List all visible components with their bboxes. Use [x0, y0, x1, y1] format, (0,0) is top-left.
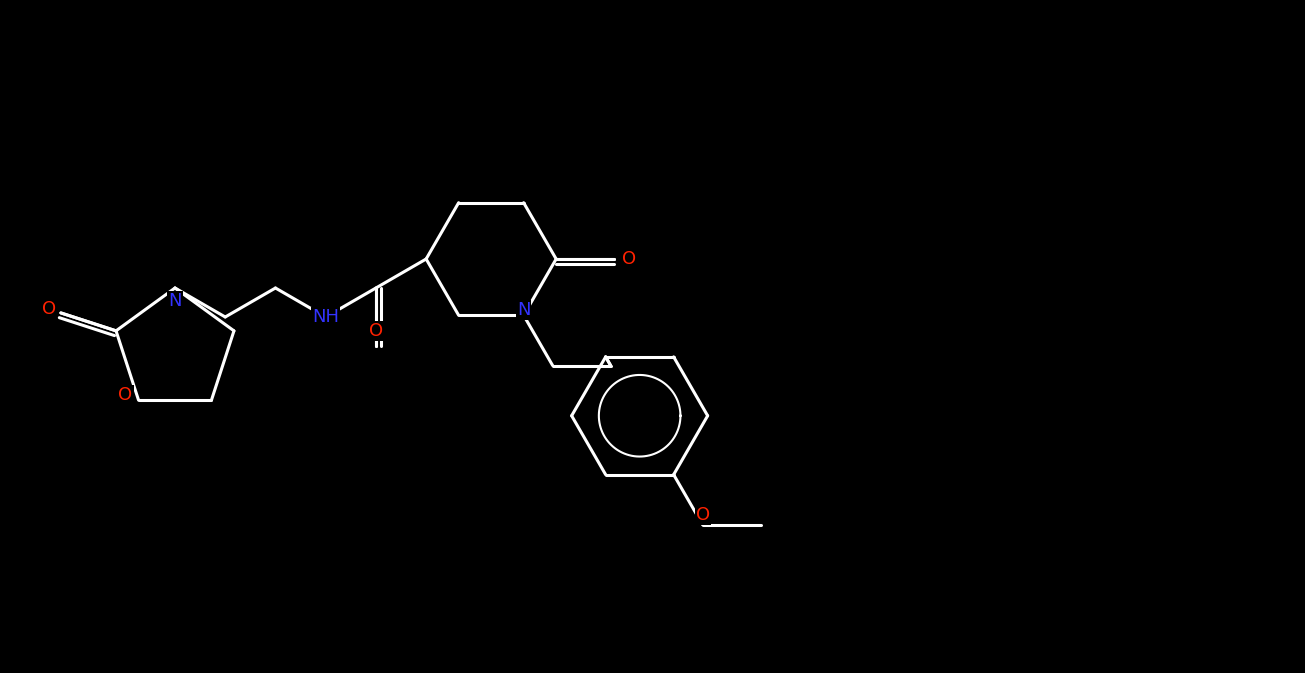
Text: NH: NH: [312, 308, 339, 326]
Text: O: O: [369, 322, 382, 340]
Text: N: N: [168, 292, 181, 310]
Text: O: O: [696, 506, 710, 524]
Text: N: N: [517, 302, 530, 319]
Text: O: O: [119, 386, 133, 404]
Text: O: O: [42, 300, 56, 318]
Text: O: O: [622, 250, 637, 268]
